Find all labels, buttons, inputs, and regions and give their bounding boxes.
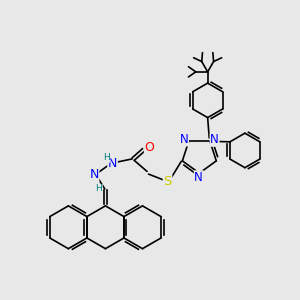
Text: S: S (163, 175, 172, 188)
Text: N: N (210, 133, 219, 146)
Text: H: H (95, 184, 102, 194)
Text: N: N (89, 169, 99, 182)
Text: H: H (103, 153, 110, 162)
Text: N: N (194, 171, 203, 184)
Text: N: N (108, 157, 117, 169)
Text: O: O (145, 141, 154, 154)
Text: N: N (180, 133, 188, 146)
